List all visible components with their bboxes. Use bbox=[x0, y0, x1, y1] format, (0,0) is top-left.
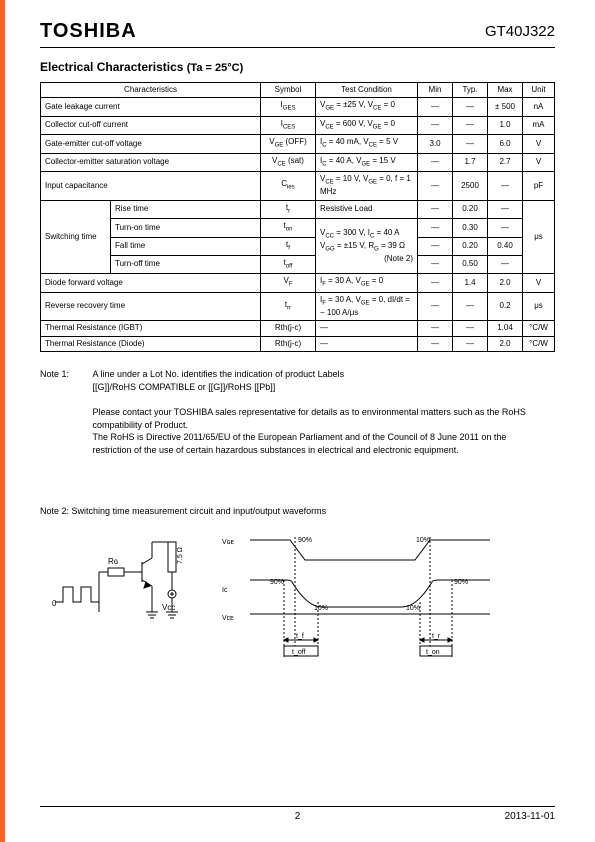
col-characteristics: Characteristics bbox=[41, 83, 261, 98]
col-min: Min bbox=[418, 83, 453, 98]
col-symbol: Symbol bbox=[261, 83, 316, 98]
circuit-svg: 0 Rɢ bbox=[50, 532, 200, 642]
circuit-diagram: 0 Rɢ bbox=[50, 532, 200, 644]
wave-toff: t_off bbox=[292, 649, 306, 656]
note-1: Note 1: A line under a Lot No. identifie… bbox=[40, 368, 555, 456]
col-unit: Unit bbox=[523, 83, 555, 98]
table-row: Switching timeRise timetrResistive Load—… bbox=[41, 200, 555, 218]
table-row: Turn-off timetoff—0.50— bbox=[41, 255, 555, 273]
note2-label: Note 2: bbox=[40, 506, 69, 516]
section-title-text: Electrical Characteristics bbox=[40, 60, 183, 74]
wave-vge: Vɢᴇ bbox=[222, 539, 235, 546]
table-row: Input capacitanceCiesVCE = 10 V, VGE = 0… bbox=[41, 171, 555, 200]
section-condition: (Ta = 25°C) bbox=[187, 62, 243, 74]
note-2: Note 2: Switching time measurement circu… bbox=[40, 506, 555, 516]
table-row: Turn-on timetonVCC = 300 V, IC = 40 AVGG… bbox=[41, 219, 555, 237]
col-max: Max bbox=[488, 83, 523, 98]
svg-text:90%: 90% bbox=[270, 579, 284, 586]
table-row: Thermal Resistance (IGBT)Rth(j-c)———1.04… bbox=[41, 321, 555, 336]
table-row: Reverse recovery timetrrIF = 30 A, VGE =… bbox=[41, 292, 555, 321]
circuit-rg: Rɢ bbox=[108, 557, 118, 566]
waveform-svg: Vɢᴇ 90% 10% Ic 90% 10% 10% 90% bbox=[220, 532, 520, 662]
part-number: GT40J322 bbox=[485, 23, 555, 40]
table-header-row: Characteristics Symbol Test Condition Mi… bbox=[41, 83, 555, 98]
wave-ton: t_on bbox=[426, 649, 440, 656]
note1-line1: A line under a Lot No. identifies the in… bbox=[93, 369, 345, 379]
wave-90-1: 90% bbox=[298, 537, 312, 544]
note1-para1: Please contact your TOSHIBA sales repres… bbox=[93, 407, 526, 430]
wave-tr: t_r bbox=[432, 633, 441, 640]
table-row: Diode forward voltageVFIF = 30 A, VGE = … bbox=[41, 274, 555, 292]
footer: 2 2013-11-01 bbox=[40, 806, 555, 822]
circuit-zero: 0 bbox=[52, 599, 57, 608]
wave-ic: Ic bbox=[222, 587, 228, 594]
circuit-vcc: Vcc bbox=[162, 603, 175, 612]
wave-10-1: 10% bbox=[416, 537, 430, 544]
table-row: Collector cut-off currentICESVCE = 600 V… bbox=[41, 116, 555, 134]
page-number: 2 bbox=[295, 811, 301, 822]
section-title: Electrical Characteristics (Ta = 25°C) bbox=[40, 60, 555, 74]
wave-tf: t_f bbox=[296, 633, 304, 640]
footer-date: 2013-11-01 bbox=[505, 811, 555, 822]
table-row: Gate leakage currentIGESVGE = ±25 V, VCE… bbox=[41, 98, 555, 116]
col-typ: Typ. bbox=[453, 83, 488, 98]
waveform-diagram: Vɢᴇ 90% 10% Ic 90% 10% 10% 90% bbox=[220, 532, 520, 664]
note1-line2: [[G]]/RoHS COMPATIBLE or [[G]]/RoHS [[Pb… bbox=[93, 382, 276, 392]
wave-vce: Vcᴇ bbox=[222, 615, 234, 622]
note2-text: Switching time measurement circuit and i… bbox=[72, 506, 327, 516]
note1-para2: The RoHS is Directive 2011/65/EU of the … bbox=[93, 432, 507, 455]
table-row: Collector-emitter saturation voltageVCE … bbox=[41, 153, 555, 171]
svg-text:10%: 10% bbox=[406, 605, 420, 612]
brand-logo: TOSHIBA bbox=[40, 20, 137, 43]
note1-body: A line under a Lot No. identifies the in… bbox=[93, 368, 533, 456]
header: TOSHIBA GT40J322 bbox=[40, 20, 555, 48]
spec-table: Characteristics Symbol Test Condition Mi… bbox=[40, 82, 555, 352]
col-test: Test Condition bbox=[316, 83, 418, 98]
table-row: Fall timetf—0.200.40 bbox=[41, 237, 555, 255]
page: TOSHIBA GT40J322 Electrical Characterist… bbox=[0, 0, 595, 842]
svg-text:10%: 10% bbox=[314, 605, 328, 612]
table-row: Thermal Resistance (Diode)Rth(j-c)———2.0… bbox=[41, 336, 555, 351]
table-row: Gate-emitter cut-off voltageVGE (OFF)IC … bbox=[41, 135, 555, 153]
circuit-load: 7.5 Ω bbox=[177, 547, 184, 564]
svg-text:90%: 90% bbox=[454, 579, 468, 586]
diagrams: 0 Rɢ bbox=[40, 532, 555, 664]
accent-bar bbox=[0, 0, 5, 842]
note1-label: Note 1: bbox=[40, 368, 90, 381]
